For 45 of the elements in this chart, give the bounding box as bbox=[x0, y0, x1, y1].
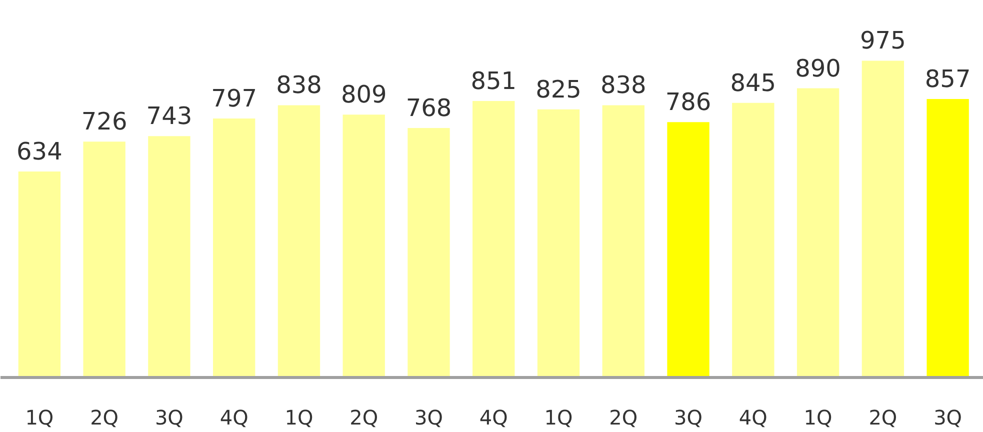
data-label: 726 bbox=[81, 108, 128, 136]
bar bbox=[926, 99, 969, 378]
data-label: 797 bbox=[211, 84, 257, 113]
x-tick-label: 3Q bbox=[154, 406, 184, 430]
x-tick-label: 3Q bbox=[934, 406, 962, 430]
bar bbox=[732, 102, 774, 378]
data-label: 786 bbox=[665, 88, 712, 116]
data-label: 809 bbox=[340, 80, 387, 109]
x-tick-label: 2Q bbox=[90, 406, 119, 430]
bar bbox=[278, 105, 320, 378]
bar bbox=[472, 100, 515, 378]
data-label: 743 bbox=[146, 102, 192, 130]
bar bbox=[212, 118, 256, 378]
x-tick-label: 1Q bbox=[804, 406, 832, 430]
bar bbox=[796, 88, 840, 378]
bar bbox=[148, 136, 190, 378]
x-tick-label: 2Q bbox=[350, 406, 378, 430]
x-tick-label: 2Q bbox=[868, 406, 898, 430]
bar bbox=[602, 105, 644, 378]
data-label: 634 bbox=[16, 137, 62, 166]
bar bbox=[537, 109, 580, 378]
x-tick-label: 2Q bbox=[609, 406, 638, 430]
x-tick-label: 1Q bbox=[544, 406, 573, 430]
data-label: 975 bbox=[860, 26, 906, 55]
x-tick-label: 3Q bbox=[414, 406, 443, 430]
x-tick-label: 1Q bbox=[284, 406, 314, 430]
x-tick-label: 1Q bbox=[25, 406, 54, 430]
data-label: 845 bbox=[730, 68, 776, 97]
data-label: 890 bbox=[795, 54, 841, 82]
bar bbox=[83, 142, 126, 378]
bar bbox=[862, 60, 904, 378]
data-label: 838 bbox=[276, 71, 322, 100]
data-label: 851 bbox=[470, 66, 517, 95]
x-tick-label: 3Q bbox=[674, 406, 703, 430]
data-label: 825 bbox=[536, 75, 582, 104]
bar bbox=[408, 128, 450, 378]
x-tick-label: 4Q bbox=[738, 406, 768, 430]
bar bbox=[342, 114, 385, 378]
bar bbox=[667, 122, 710, 378]
x-tick-label: 4Q bbox=[479, 406, 508, 430]
data-label: 857 bbox=[924, 65, 971, 94]
data-label: 768 bbox=[406, 94, 452, 122]
data-label: 838 bbox=[600, 71, 646, 100]
x-tick-label: 4Q bbox=[220, 406, 248, 430]
bar bbox=[18, 171, 61, 378]
